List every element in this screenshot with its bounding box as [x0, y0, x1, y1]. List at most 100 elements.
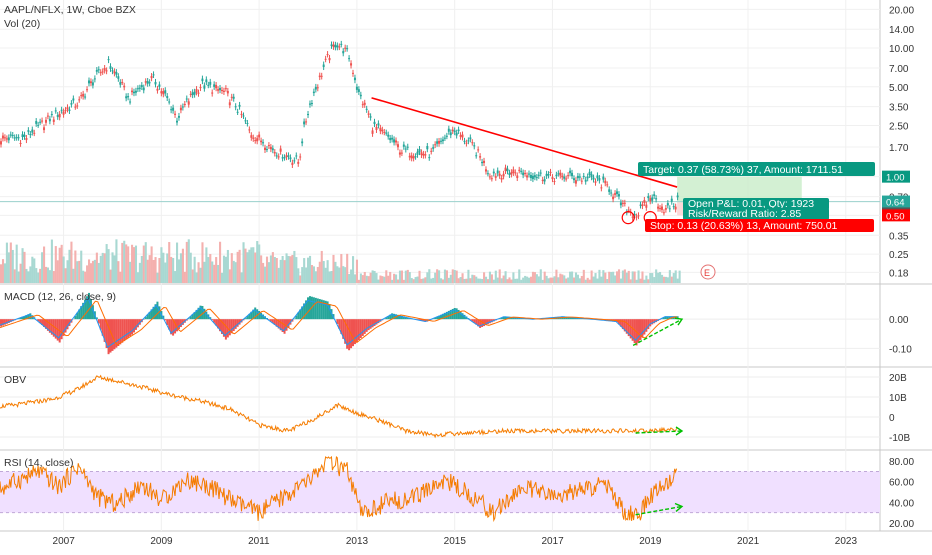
volume-bar [614, 275, 616, 283]
price-candle [548, 174, 550, 175]
volume-bar [391, 280, 393, 283]
volume-bar [14, 269, 16, 283]
volume-bar [354, 274, 356, 283]
price-candle [645, 205, 647, 208]
price-candle [102, 71, 104, 72]
volume-bar [356, 260, 358, 283]
price-candle [215, 85, 217, 88]
price-candle [207, 85, 209, 86]
price-candle [628, 210, 630, 211]
volume-bar [483, 272, 485, 283]
volume-bar [66, 260, 68, 283]
price-candle [524, 173, 526, 174]
price-candle [276, 155, 278, 156]
macd-histogram-bar [643, 319, 645, 334]
price-candle [41, 121, 43, 122]
volume-bar [246, 252, 248, 283]
price-candle [338, 46, 340, 47]
price-candle [555, 175, 557, 176]
price-candle [43, 127, 45, 130]
price-candle [239, 105, 241, 107]
macd-histogram-bar [641, 319, 643, 337]
price-tick-label: 14.00 [889, 25, 914, 36]
volume-bar [178, 259, 180, 283]
price-tick-label: 3.50 [889, 103, 909, 114]
volume-bar [649, 273, 651, 283]
price-candle [456, 133, 458, 136]
price-candle [399, 152, 401, 154]
price-candle [297, 162, 299, 164]
price-candle [636, 217, 638, 218]
volume-bar [297, 268, 299, 283]
price-candle [332, 45, 334, 47]
price-candle [614, 193, 616, 195]
volume-bar [575, 272, 577, 283]
volume-bar [655, 269, 657, 283]
price-candle [53, 119, 55, 121]
price-candle [289, 157, 291, 159]
volume-bar [332, 255, 334, 283]
price-candle [594, 181, 596, 182]
price-candle [211, 92, 213, 93]
price-candle [663, 212, 665, 213]
price-candle [346, 48, 348, 49]
price-candle [583, 176, 585, 177]
price-candle [438, 141, 440, 144]
price-candle [51, 114, 53, 115]
volume-bar [137, 272, 139, 283]
macd-histogram-bar [645, 319, 647, 332]
volume-bar [51, 240, 53, 283]
price-candle [641, 204, 643, 206]
price-candle [168, 101, 170, 102]
price-candle [203, 85, 205, 88]
volume-bar [235, 262, 237, 283]
volume-bar [127, 246, 129, 283]
volume-bar [164, 263, 166, 283]
volume-bar [325, 268, 327, 283]
volume-bar [135, 246, 137, 283]
volume-bar [645, 276, 647, 283]
price-candle [463, 141, 465, 142]
price-tick-label: 1.70 [889, 143, 909, 154]
volume-bar [223, 256, 225, 283]
volume-bar [415, 277, 417, 283]
volume-bar [448, 278, 450, 283]
macd-tick-label: 0.00 [889, 315, 909, 326]
price-candle [225, 88, 227, 89]
volume-bar [6, 243, 8, 283]
price-candle [137, 88, 139, 89]
volume-bar [420, 279, 422, 283]
volume-bar [360, 273, 362, 283]
price-candle [151, 76, 153, 78]
volume-bar [108, 249, 110, 283]
macd-histogram-bar [233, 319, 235, 331]
volume-bar [413, 279, 415, 283]
volume-bar [188, 239, 190, 283]
price-candle [655, 198, 657, 199]
volume-bar [571, 271, 573, 283]
price-candle [536, 177, 538, 178]
volume-bar [192, 269, 194, 283]
price-candle [196, 89, 198, 92]
volume-bar [123, 241, 125, 283]
volume-bar [432, 278, 434, 283]
price-candle [4, 137, 6, 138]
price-candle [164, 90, 166, 93]
volume-bar [207, 257, 209, 283]
price-candle [80, 95, 82, 96]
price-candle [497, 171, 499, 174]
price-candle [467, 140, 469, 141]
volume-bar [196, 273, 198, 283]
price-candle [98, 69, 100, 70]
volume-bar [78, 261, 80, 283]
volume-bar [585, 280, 587, 283]
volume-bar [610, 272, 612, 283]
volume-bar [18, 271, 20, 283]
volume-bar [587, 278, 589, 283]
volume-bar [141, 256, 143, 283]
macd-tick-label: -0.10 [889, 344, 912, 355]
volume-bar [475, 277, 477, 283]
volume-bar [260, 255, 262, 283]
volume-bar [593, 277, 595, 283]
price-candle [364, 103, 366, 105]
